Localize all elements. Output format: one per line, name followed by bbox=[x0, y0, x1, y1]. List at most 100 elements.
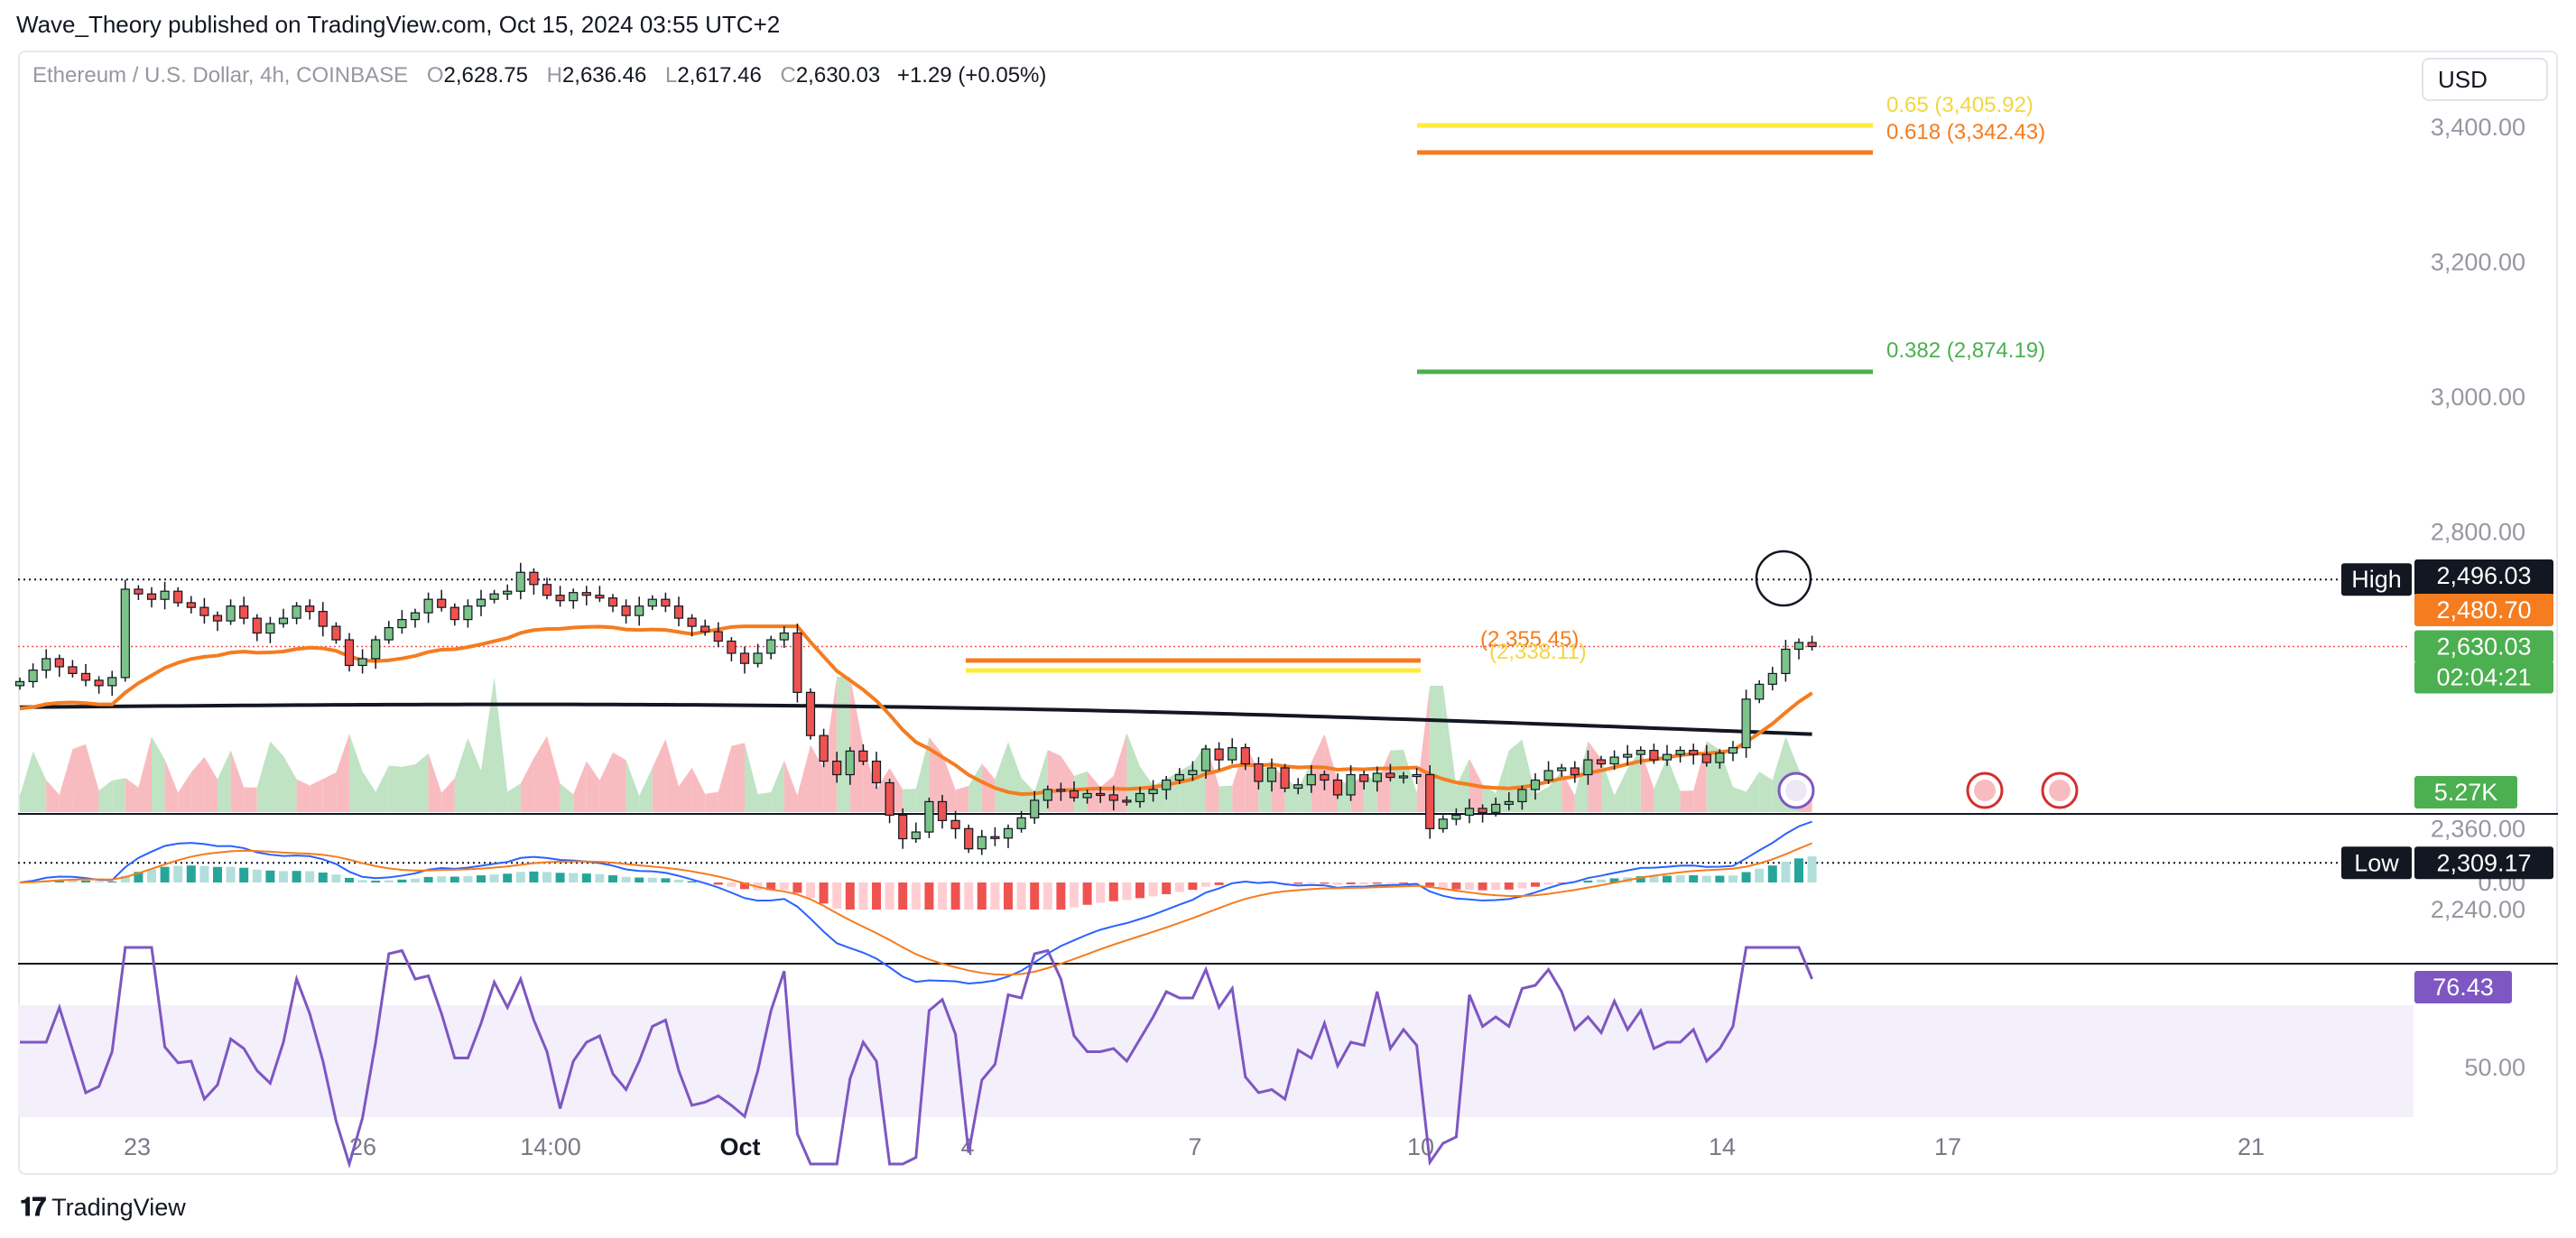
macd-histogram-bar bbox=[1451, 882, 1461, 890]
candle-down bbox=[239, 605, 249, 619]
macd-histogram-bar bbox=[635, 877, 644, 882]
candle-down bbox=[212, 614, 223, 622]
candle-down bbox=[542, 584, 552, 596]
volume-area bbox=[375, 765, 389, 812]
volume-area bbox=[152, 736, 165, 812]
macd-histogram-bar bbox=[120, 875, 130, 882]
volume-area bbox=[415, 753, 429, 812]
candle-down bbox=[739, 652, 750, 664]
volume-area bbox=[1588, 741, 1601, 812]
volume-tag: 5.27K bbox=[2434, 779, 2498, 806]
low-value: 2,617.46 bbox=[677, 63, 762, 88]
volume-area bbox=[1614, 768, 1628, 812]
macd-histogram-bar bbox=[1359, 882, 1369, 885]
candle-down bbox=[727, 640, 737, 654]
candle-down bbox=[134, 588, 144, 595]
candle-down bbox=[146, 593, 157, 600]
last-price-tag-bg bbox=[2414, 630, 2553, 663]
volume-area bbox=[1047, 749, 1061, 812]
macd-histogram-bar bbox=[477, 875, 486, 882]
volume-area bbox=[1126, 733, 1140, 812]
volume-area bbox=[1746, 771, 1760, 812]
macd-histogram-bar bbox=[1016, 882, 1026, 910]
macd-histogram-bar bbox=[1649, 875, 1659, 882]
symbol-legend: Ethereum / U.S. Dollar, 4h, COINBASE O2,… bbox=[32, 63, 1046, 88]
candle-up bbox=[1003, 827, 1014, 839]
volume-area bbox=[1627, 749, 1641, 812]
candle-up bbox=[423, 598, 433, 614]
macd-histogram-bar bbox=[1162, 882, 1172, 894]
macd-signal-line bbox=[19, 842, 1812, 976]
candle-up bbox=[766, 639, 776, 654]
candle-up bbox=[1583, 759, 1593, 776]
candle-up bbox=[647, 598, 657, 607]
volume-area bbox=[942, 753, 956, 812]
macd-histogram-bar bbox=[1122, 882, 1132, 901]
candle-down bbox=[819, 734, 829, 762]
currency-button[interactable]: USD bbox=[2422, 58, 2548, 101]
high-label-tag-bg bbox=[2341, 563, 2412, 596]
candle-down bbox=[449, 606, 459, 621]
candle-up bbox=[1306, 773, 1316, 786]
volume-area bbox=[296, 779, 310, 812]
volume-area bbox=[1719, 750, 1733, 812]
candle-down bbox=[990, 836, 1000, 839]
macd-histogram-bar bbox=[437, 876, 447, 882]
candle-down bbox=[1214, 748, 1224, 761]
volume-area bbox=[1404, 749, 1417, 812]
macd-histogram-bar bbox=[1557, 882, 1567, 883]
macd-histogram-bar bbox=[964, 882, 974, 910]
countdown-tag: 02:04:21 bbox=[2436, 663, 2531, 690]
candle-down bbox=[529, 571, 539, 586]
ema-orange-tag-bg bbox=[2414, 594, 2553, 626]
candle-down bbox=[871, 760, 882, 784]
change-value: +1.29 (+0.05%) bbox=[896, 63, 1047, 88]
candle-up bbox=[845, 750, 855, 776]
macd-histogram-bar bbox=[147, 869, 156, 882]
macd-histogram-bar bbox=[213, 866, 222, 882]
candle-down bbox=[173, 590, 183, 604]
open-value: 2,628.75 bbox=[443, 63, 528, 88]
candle-up bbox=[1530, 779, 1541, 790]
low-value-tag: 2,309.17 bbox=[2436, 849, 2531, 876]
volume-area bbox=[837, 677, 850, 812]
volume-area bbox=[1442, 686, 1457, 812]
candle-up bbox=[265, 623, 275, 634]
rsi-value-tag: 76.43 bbox=[2432, 974, 2494, 1001]
candle-up bbox=[1346, 773, 1356, 796]
volume-area bbox=[1219, 785, 1233, 812]
open-label: O bbox=[426, 63, 444, 88]
macd-histogram-bar bbox=[674, 879, 683, 882]
candle-up bbox=[924, 800, 934, 833]
macd-histogram-bar bbox=[279, 871, 288, 882]
macd-histogram-bar bbox=[1214, 882, 1224, 885]
volume-area bbox=[322, 772, 337, 812]
volume-area bbox=[811, 744, 824, 812]
volume-area bbox=[981, 763, 996, 812]
symbol-name[interactable]: Ethereum / U.S. Dollar, 4h, COINBASE bbox=[32, 63, 409, 88]
macd-histogram-bar bbox=[845, 882, 855, 910]
tradingview-brand[interactable]: 𝟏𝟕 TradingView bbox=[20, 1193, 186, 1223]
fib-label-0.618: 0.618 (3,342.43) bbox=[1886, 120, 2045, 144]
candle-up bbox=[1162, 779, 1172, 790]
volume-area bbox=[86, 744, 99, 812]
fib-label-support-2: (2,338.11) bbox=[1489, 640, 1587, 664]
macd-histogram-bar bbox=[305, 871, 315, 882]
volume-area bbox=[1667, 756, 1681, 812]
volume-area bbox=[968, 763, 982, 812]
candle-down bbox=[305, 605, 315, 613]
macd-histogram-bar bbox=[581, 873, 591, 882]
event-icon-inner bbox=[1785, 780, 1807, 801]
candle-down bbox=[1478, 808, 1487, 813]
candle-up bbox=[278, 617, 289, 624]
candle-down bbox=[318, 611, 328, 627]
candle-down bbox=[555, 595, 565, 602]
candle-down bbox=[1570, 767, 1580, 776]
candle-up bbox=[120, 588, 130, 679]
macd-histogram-bar bbox=[1767, 865, 1777, 882]
candle-up bbox=[1200, 748, 1211, 771]
candle-down bbox=[661, 598, 671, 607]
volume-area bbox=[402, 764, 415, 812]
macd-histogram-bar bbox=[1465, 882, 1474, 891]
